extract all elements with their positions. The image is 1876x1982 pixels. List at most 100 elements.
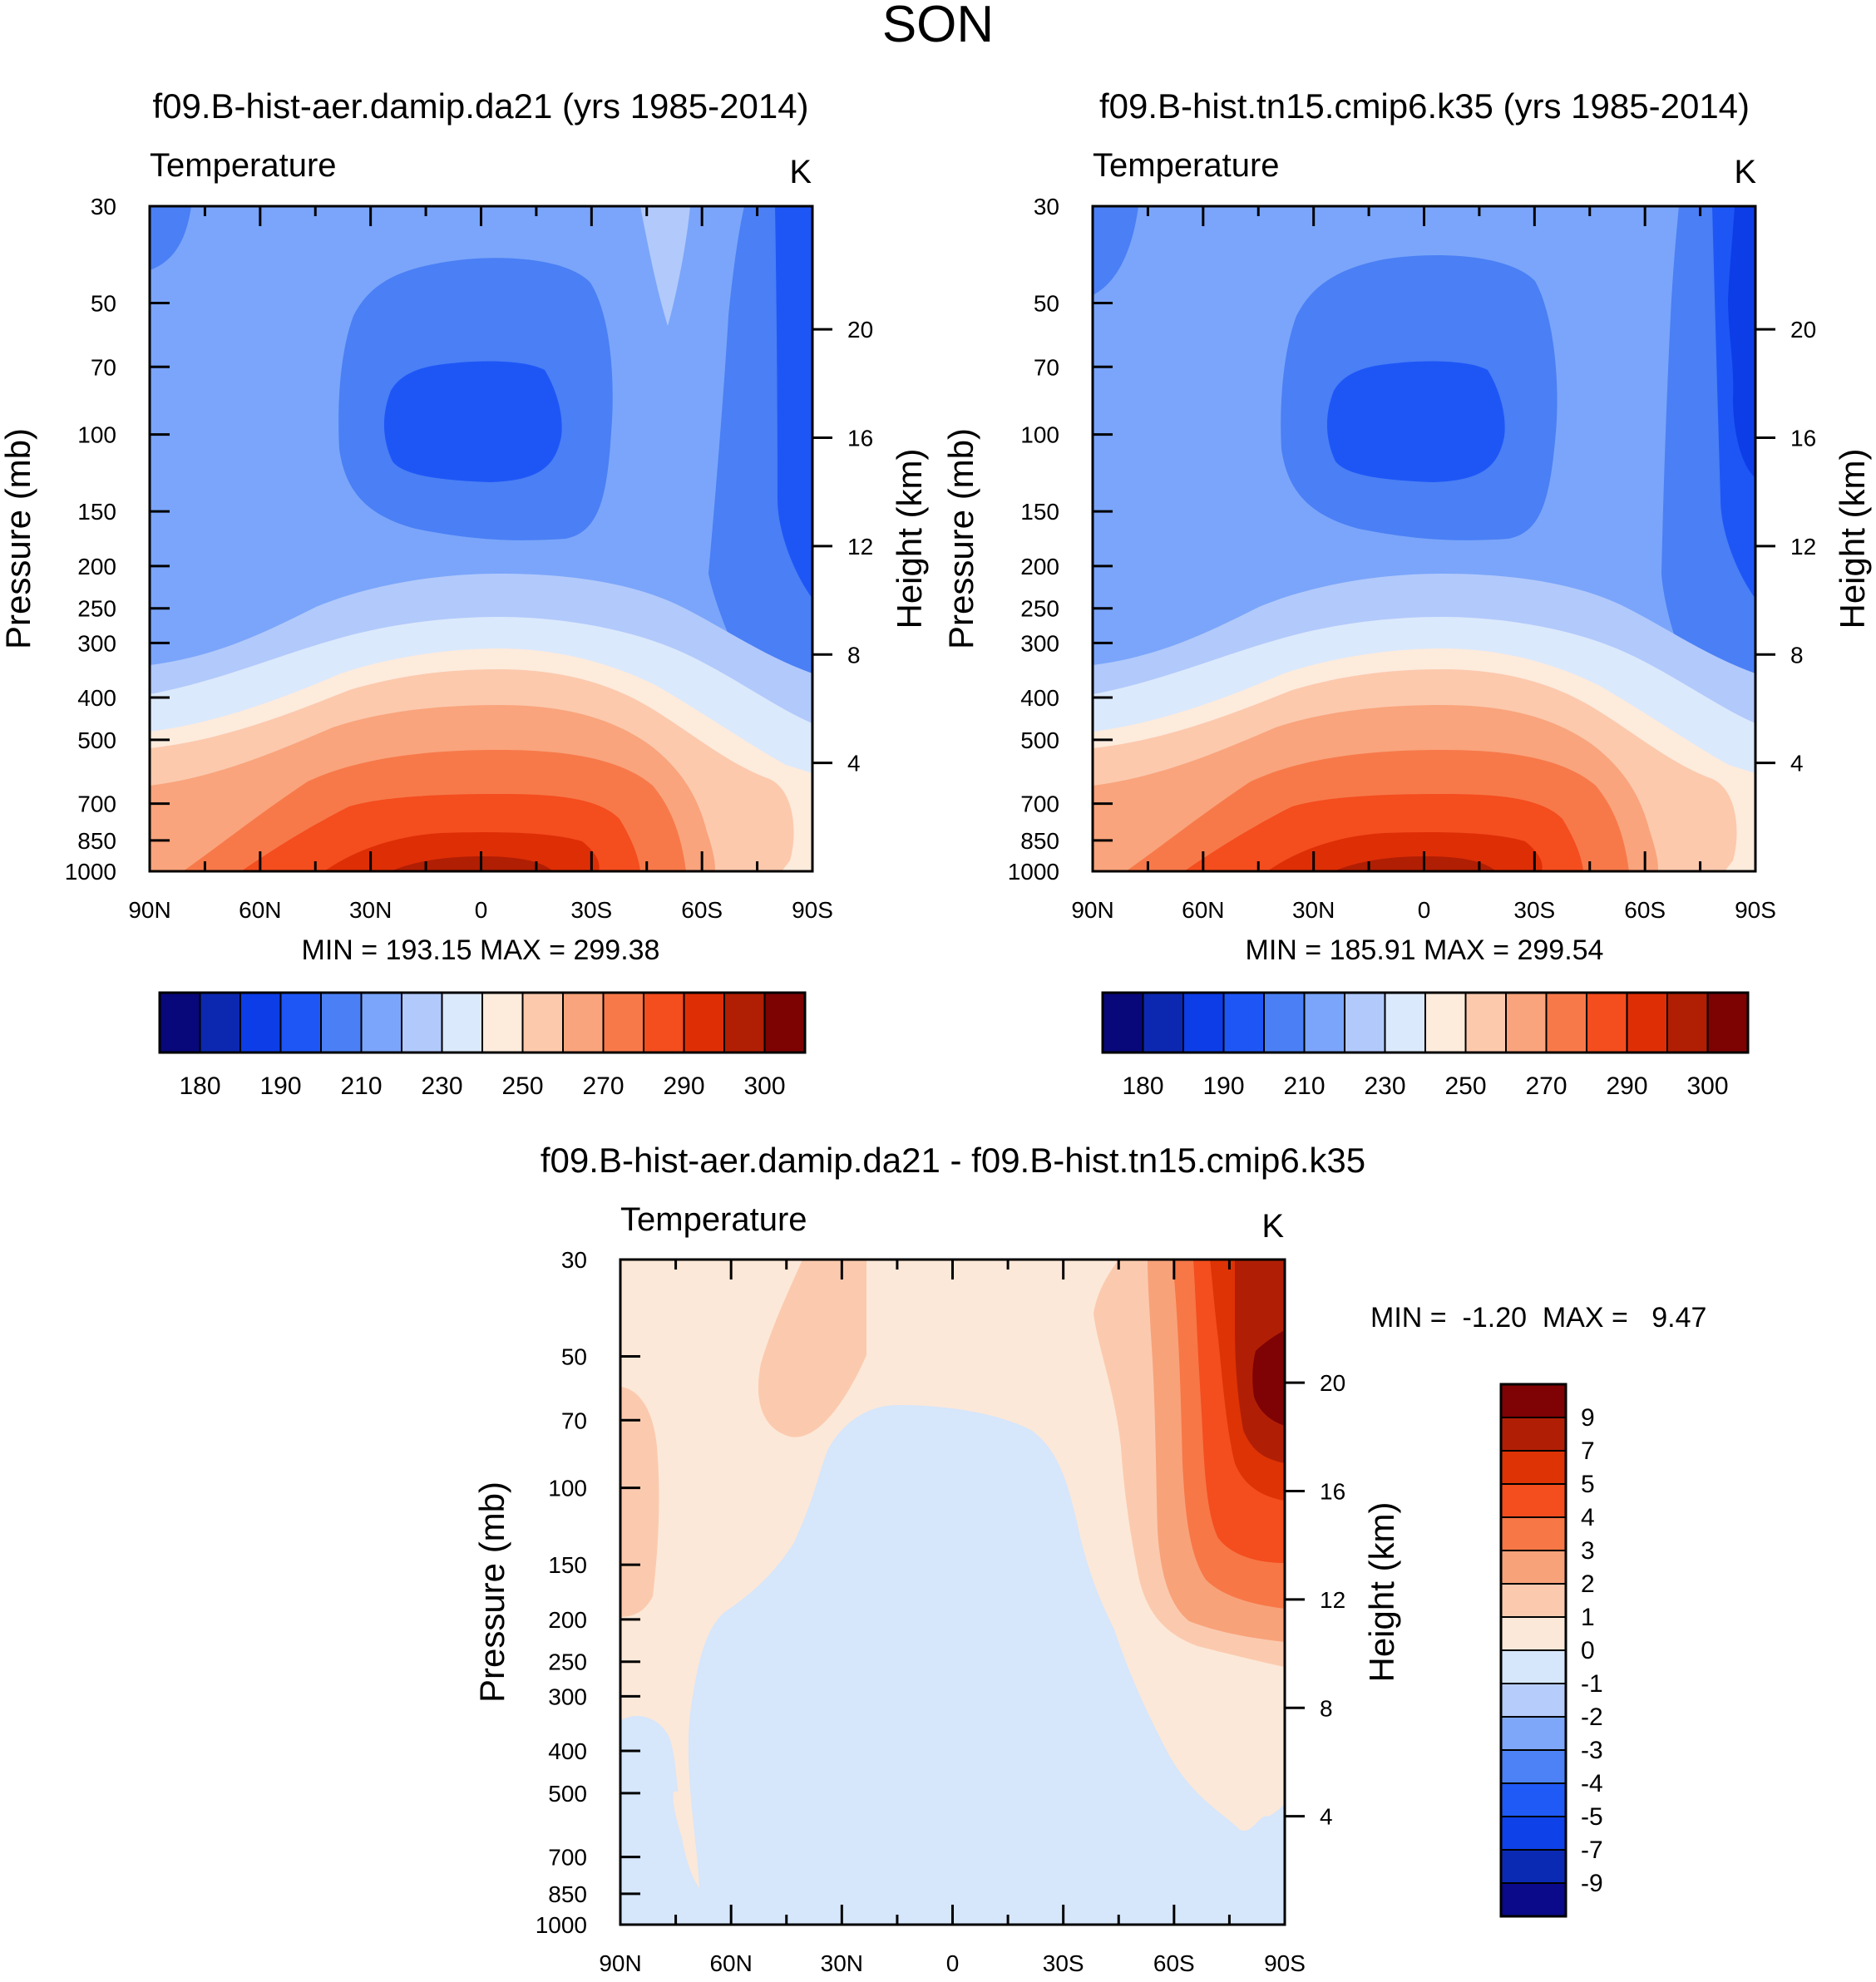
y2-tick-label: 12 [1790, 534, 1816, 560]
y-tick-label: 500 [1020, 727, 1059, 753]
colorbar-swatch [643, 992, 685, 1053]
colorbar-swatch [1303, 992, 1345, 1053]
colorbar-label: 230 [1364, 1072, 1405, 1100]
colorbar-swatch [1500, 1882, 1567, 1917]
panel-title: f09.B-hist.tn15.cmip6.k35 (yrs 1985-2014… [1099, 86, 1750, 126]
colorbar-label: 180 [1122, 1072, 1163, 1100]
colorbar-swatch [1500, 1716, 1567, 1751]
colorbar-label: 190 [1202, 1072, 1244, 1100]
y2-tick-label: 16 [1320, 1479, 1345, 1505]
colorbar-label: 5 [1581, 1471, 1595, 1498]
y2-tick-label: 12 [847, 534, 873, 560]
page-title: SON [882, 0, 994, 53]
colorbar-swatch [1586, 992, 1628, 1053]
colorbar-label: 300 [1686, 1072, 1728, 1100]
y-tick-label: 100 [548, 1476, 587, 1501]
y2-axis-title: Height (km) [1362, 1501, 1401, 1682]
units-label: K [1734, 154, 1756, 190]
colorbar-swatch [1464, 992, 1507, 1053]
y-tick-label: 400 [1020, 685, 1059, 711]
colorbar-swatch [481, 992, 524, 1053]
x-tick-label: 30S [570, 897, 612, 923]
colorbar-swatch [1500, 1550, 1567, 1585]
units-label: K [1261, 1208, 1284, 1245]
x-tick-label: 90S [792, 897, 833, 923]
panel-cmip6: f09.B-hist.tn15.cmip6.k35 (yrs 1985-2014… [941, 86, 1872, 1100]
y-tick-label: 700 [548, 1845, 587, 1871]
y2-tick-label: 16 [1790, 426, 1816, 451]
colorbar-label: 290 [663, 1072, 704, 1100]
colorbar-label: 7 [1581, 1437, 1595, 1465]
colorbar-swatch [562, 992, 605, 1053]
y2-tick-label: 20 [1790, 317, 1816, 343]
y-tick-label: 700 [77, 791, 116, 817]
x-tick-label: 90S [1735, 897, 1776, 923]
x-tick-label: 30S [1513, 897, 1555, 923]
colorbar-swatch [1222, 992, 1265, 1053]
y-tick-label: 100 [77, 422, 116, 448]
colorbar-swatch [199, 992, 241, 1053]
colorbar-swatch [602, 992, 644, 1053]
x-tick-label: 60S [1624, 897, 1666, 923]
colorbar-label: 4 [1581, 1504, 1595, 1531]
x-tick-label: 90N [1071, 897, 1113, 923]
y2-tick-label: 12 [1320, 1587, 1345, 1613]
colorbar-swatch [1142, 992, 1184, 1053]
y-tick-label: 250 [77, 596, 116, 622]
colorbar-label: 1 [1581, 1604, 1595, 1631]
x-tick-label: 0 [475, 897, 488, 923]
colorbar-label: 190 [259, 1072, 301, 1100]
colorbar-label: 270 [582, 1072, 624, 1100]
y2-tick-label: 4 [1320, 1804, 1333, 1830]
contour-field [620, 1260, 1285, 1925]
colorbar-label: 2 [1581, 1570, 1595, 1598]
colorbar-swatch [1500, 1383, 1567, 1418]
colorbar-label: 270 [1525, 1072, 1567, 1100]
colorbar-swatch [1500, 1450, 1567, 1485]
colorbar-swatch [360, 992, 402, 1053]
colorbar-swatch [1545, 992, 1587, 1053]
contour-field [1093, 206, 1755, 871]
colorbar-label: -7 [1581, 1837, 1603, 1864]
y-tick-label: 30 [561, 1247, 587, 1273]
y-axis-title: Pressure (mb) [0, 428, 37, 649]
colorbar-swatch [683, 992, 725, 1053]
y-tick-label: 70 [561, 1408, 587, 1433]
colorbar-swatch [441, 992, 483, 1053]
y-axis-title: Pressure (mb) [472, 1482, 511, 1703]
x-tick-label: 30N [1292, 897, 1335, 923]
colorbar-swatch [1505, 992, 1548, 1053]
colorbar-swatch [1706, 992, 1749, 1053]
colorbar-label: 300 [743, 1072, 785, 1100]
y-tick-label: 400 [77, 685, 116, 711]
colorbar-swatch [320, 992, 363, 1053]
colorbar-label: -3 [1581, 1737, 1603, 1764]
y2-tick-label: 4 [1790, 751, 1804, 777]
y-tick-label: 300 [548, 1684, 587, 1709]
field-label: Temperature [150, 147, 337, 184]
colorbar-swatch [1424, 992, 1467, 1053]
x-tick-label: 90S [1264, 1950, 1306, 1976]
colorbar-swatch [763, 992, 806, 1053]
y-tick-label: 300 [77, 630, 116, 656]
y-tick-label: 150 [1020, 499, 1059, 525]
colorbar-label: 210 [1283, 1072, 1325, 1100]
panel-title: f09.B-hist-aer.damip.da21 (yrs 1985-2014… [152, 86, 808, 126]
colorbar-swatch [1500, 1816, 1567, 1851]
colorbar-swatch [1500, 1782, 1567, 1817]
colorbar-label: -1 [1581, 1670, 1603, 1698]
colorbar-swatch [723, 992, 766, 1053]
units-label: K [789, 154, 812, 190]
colorbar-swatch [1344, 992, 1386, 1053]
y-tick-label: 200 [77, 554, 116, 579]
colorbar-swatch [1500, 1849, 1567, 1884]
panel-aer: f09.B-hist-aer.damip.da21 (yrs 1985-2014… [0, 86, 929, 1100]
colorbar-label: 9 [1581, 1404, 1595, 1432]
field-label: Temperature [620, 1201, 807, 1238]
y-tick-label: 200 [1020, 554, 1059, 579]
colorbar-label: -9 [1581, 1870, 1603, 1897]
y2-tick-label: 8 [1790, 642, 1804, 668]
y-tick-label: 50 [561, 1344, 587, 1370]
x-tick-label: 30S [1043, 1950, 1084, 1976]
